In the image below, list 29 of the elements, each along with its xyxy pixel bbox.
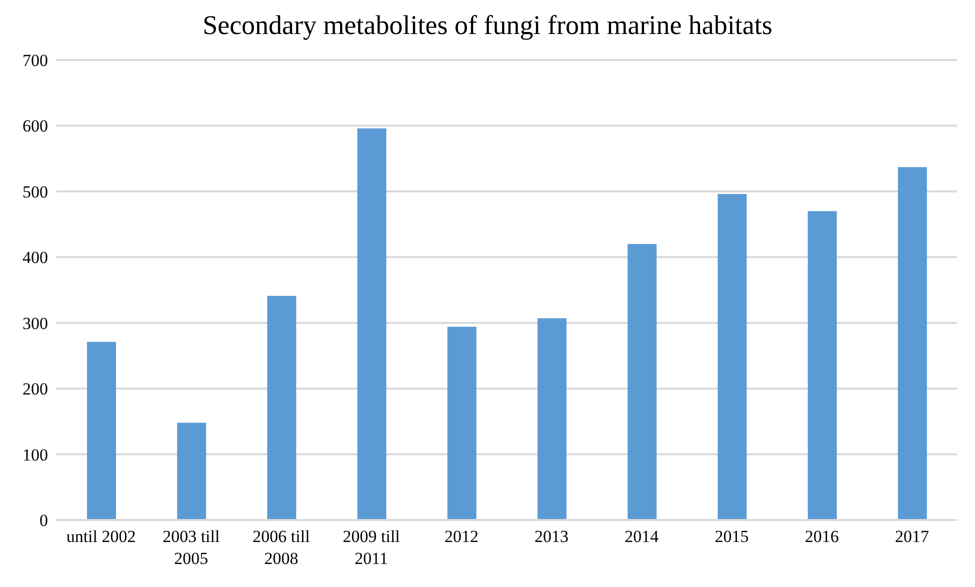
x-tick-label: 2017: [894, 527, 930, 546]
x-tick-label: until 2002: [66, 527, 136, 546]
x-tick-label: 2013: [534, 527, 569, 546]
bar: [177, 422, 206, 520]
bar: [87, 342, 116, 520]
y-tick-label: 600: [22, 116, 48, 136]
y-tick-label: 200: [22, 380, 48, 399]
bar: [538, 318, 566, 520]
y-tick-label: 100: [22, 445, 48, 464]
bar: [628, 244, 657, 520]
bar: [808, 211, 837, 520]
x-tick-label: 2009 till 2011: [342, 527, 400, 568]
chart-title: Secondary metabolites of fungi from marine habitats: [202, 9, 774, 42]
x-tick-label: 2012: [444, 527, 478, 546]
bar: [447, 326, 476, 520]
y-tick-label: 400: [22, 248, 48, 268]
x-tick-label: 2003 till 2005: [162, 527, 220, 568]
x-tick-label: 2014: [624, 527, 660, 546]
bar: [267, 296, 296, 520]
y-tick-label: 0: [40, 511, 48, 530]
x-tick-label: 2006 till 2008: [252, 527, 310, 568]
x-tick-label: 2016: [804, 527, 839, 546]
y-tick-label: 500: [22, 182, 48, 202]
y-tick-label: 300: [22, 314, 48, 333]
bar: [718, 194, 747, 520]
bar: [357, 128, 386, 520]
bar: [898, 167, 927, 520]
x-tick-label: 2015: [714, 527, 749, 546]
y-tick-label: 700: [22, 51, 48, 70]
